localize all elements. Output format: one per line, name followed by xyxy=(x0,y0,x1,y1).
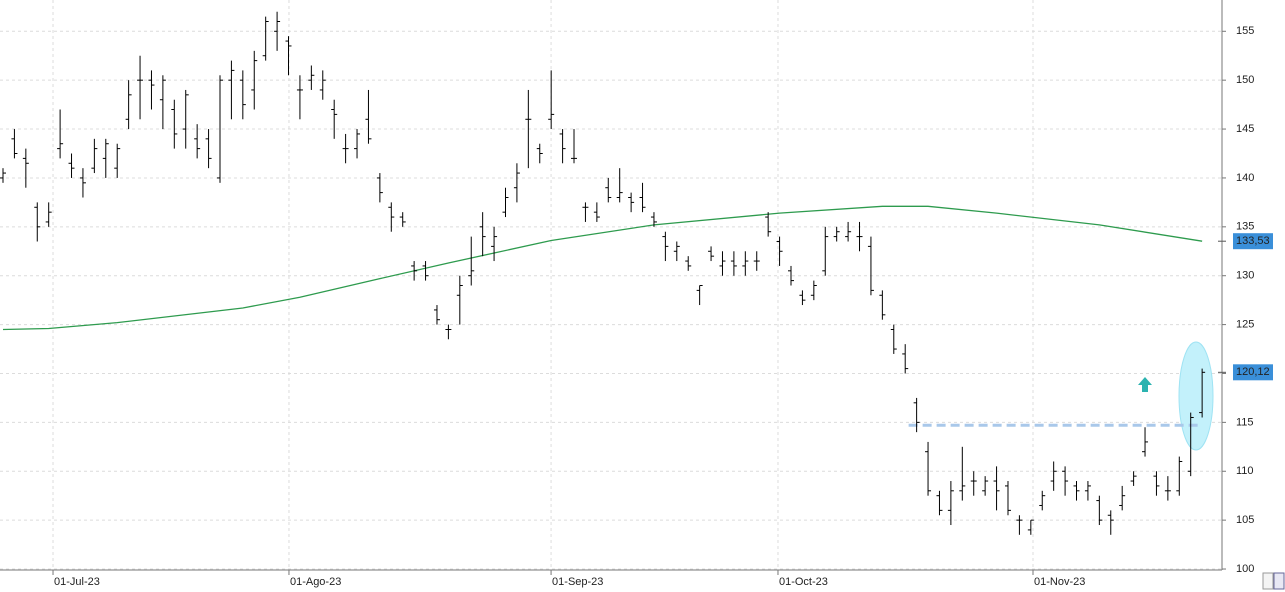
moving-average xyxy=(2,205,1203,331)
y-tick-label: 145 xyxy=(1236,123,1254,135)
y-tick-label: 115 xyxy=(1236,416,1254,428)
x-tick-label: 01-Sep-23 xyxy=(552,576,603,588)
save-button[interactable] xyxy=(1273,572,1285,590)
last-value-box xyxy=(1233,364,1273,381)
y-tick-label: 125 xyxy=(1236,319,1254,331)
y-tick-label: 135 xyxy=(1236,221,1254,233)
highlight-ellipse xyxy=(1178,341,1214,451)
y-tick-label: 100 xyxy=(1236,563,1254,575)
y-tick-label: 110 xyxy=(1236,465,1254,477)
y-tick-label: 130 xyxy=(1236,270,1254,282)
y-tick-label: 105 xyxy=(1236,514,1254,526)
y-tick-label: 155 xyxy=(1236,25,1254,37)
last-value-box xyxy=(1233,233,1273,250)
y-tick-label: 150 xyxy=(1236,74,1254,86)
up-arrow xyxy=(1138,377,1152,392)
y-tick-label: 140 xyxy=(1236,172,1254,184)
x-tick-label: 01-Nov-23 xyxy=(1034,576,1085,588)
scroll-button[interactable] xyxy=(1262,572,1274,590)
x-tick-label: 01-Jul-23 xyxy=(54,576,100,588)
x-tick-label: 01-Ago-23 xyxy=(290,576,341,588)
last-value-label: 133,53 xyxy=(1236,235,1270,247)
x-tick-label: 01-Oct-23 xyxy=(779,576,828,588)
last-value-label: 120,12 xyxy=(1236,366,1270,378)
